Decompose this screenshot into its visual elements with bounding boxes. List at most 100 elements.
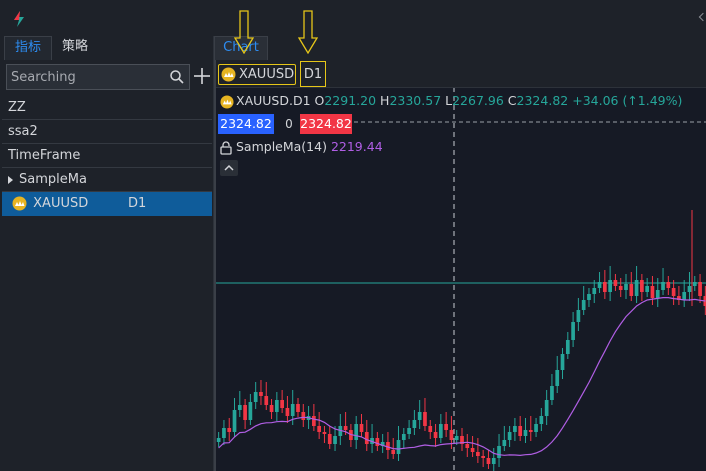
- change-value: +34.06 (↑1.49%): [572, 93, 683, 108]
- candle-body: [497, 446, 501, 458]
- list-item-xauusd-d1[interactable]: XAUUSD D1: [2, 192, 212, 216]
- tab-strategies[interactable]: 策略: [62, 39, 89, 54]
- panel-tabs: 指标 策略: [4, 36, 98, 60]
- chart-area[interactable]: XAUUSD D1 XAUUSD.D1 O2291.20 H2330.57 L2…: [214, 60, 706, 471]
- candle-body: [666, 282, 671, 288]
- low-value: 2267.96: [452, 93, 504, 108]
- tab-indicators[interactable]: 指标: [4, 36, 53, 60]
- candle-body: [333, 436, 337, 444]
- candle-body: [274, 400, 279, 412]
- list-item-timeframe[interactable]: TimeFrame: [2, 144, 212, 168]
- lock-icon[interactable]: [220, 140, 232, 155]
- search-box: [6, 64, 190, 90]
- gold-coin-icon: [221, 67, 236, 82]
- candle-body: [682, 292, 687, 300]
- low-label: L: [445, 93, 453, 108]
- candle-body: [375, 438, 380, 446]
- candle-body: [481, 456, 486, 458]
- annotation-arrow-icon: [234, 10, 254, 54]
- candle-body: [343, 426, 348, 430]
- candle-body: [396, 440, 401, 454]
- list-item-zz[interactable]: ZZ: [2, 96, 212, 120]
- candle-body: [438, 424, 443, 438]
- candle-body: [550, 386, 554, 400]
- candle-body: [359, 424, 364, 432]
- candle-body: [587, 294, 591, 300]
- candle-body: [618, 286, 623, 290]
- candle-body: [216, 438, 221, 442]
- candle-body: [264, 396, 269, 405]
- expand-triangle-icon[interactable]: [8, 175, 13, 184]
- left-panel: 指标 策略 ZZ ssa2 TimeFrame SampleMa XAUUSD …: [0, 36, 214, 471]
- gold-coin-icon: [220, 94, 234, 109]
- candle-body: [301, 412, 306, 420]
- candlestick-chart[interactable]: [216, 60, 706, 471]
- candle-body: [417, 412, 422, 420]
- selected-timeframe: D1: [128, 196, 147, 211]
- high-value: 2330.57: [389, 93, 442, 108]
- candle-body: [513, 426, 517, 432]
- moving-average-line: [218, 297, 706, 457]
- sell-button[interactable]: 2324.82: [218, 114, 274, 134]
- list-item-ssa2[interactable]: ssa2: [2, 120, 212, 144]
- list-item-label: ssa2: [8, 124, 38, 139]
- candle-body: [428, 426, 433, 432]
- list-item-samplema[interactable]: SampleMa: [2, 168, 212, 192]
- add-icon[interactable]: [192, 66, 212, 86]
- candle-body: [460, 436, 464, 444]
- candle-body: [507, 432, 512, 440]
- candle-body: [248, 402, 253, 420]
- candle-body: [222, 428, 226, 438]
- candle-body: [476, 452, 480, 456]
- spread-value: 0: [285, 117, 293, 131]
- candle-body: [539, 416, 544, 424]
- search-icon[interactable]: [169, 69, 185, 85]
- candle-body: [640, 280, 644, 292]
- candle-body: [565, 340, 570, 354]
- symbol-timeframe-label: XAUUSD.D1: [236, 93, 311, 108]
- candle-body: [322, 432, 327, 434]
- close-label: C: [507, 93, 517, 108]
- candle-body: [386, 442, 390, 450]
- candle-body: [269, 405, 274, 412]
- candle-body: [661, 282, 665, 290]
- candle-body: [296, 404, 300, 412]
- candle-body: [687, 286, 692, 292]
- candle-body: [433, 432, 438, 438]
- close-value: 2324.82: [516, 93, 569, 108]
- candle-body: [692, 282, 697, 286]
- candle-body: [518, 426, 523, 436]
- candle-body: [227, 428, 232, 432]
- candle-body: [534, 424, 538, 432]
- candle-body: [444, 424, 448, 430]
- ohlc-legend: XAUUSD.D1 O2291.20 H2330.57 L2267.96 C23…: [220, 92, 682, 110]
- collapse-legend-button[interactable]: [220, 160, 238, 176]
- candle-body: [650, 286, 655, 298]
- candle-body: [613, 280, 618, 286]
- title-bar: [0, 0, 706, 36]
- buy-button[interactable]: 2324.82: [300, 114, 352, 134]
- candle-body: [523, 430, 528, 436]
- candle-body: [285, 408, 290, 416]
- indicator-legend: SampleMa(14) 2219.44: [220, 138, 383, 156]
- list-item-label: SampleMa: [19, 172, 87, 187]
- search-row: [4, 64, 214, 92]
- candle-body: [677, 296, 681, 300]
- annotation-arrow-icon: [298, 10, 318, 54]
- candle-body: [364, 432, 369, 444]
- candle-body: [655, 290, 660, 298]
- search-input[interactable]: [7, 65, 167, 89]
- candle-body: [470, 448, 475, 452]
- chevron-icon[interactable]: [698, 12, 706, 22]
- candle-body: [592, 288, 597, 294]
- symbol-selector[interactable]: XAUUSD: [218, 64, 296, 85]
- symbol-label: XAUUSD: [239, 67, 295, 82]
- candle-body: [576, 310, 581, 322]
- candle-body: [502, 440, 507, 446]
- candle-body: [312, 416, 316, 426]
- candle-body: [602, 282, 607, 292]
- candle-body: [454, 436, 459, 440]
- timeframe-selector[interactable]: D1: [300, 61, 326, 87]
- candle-body: [237, 405, 242, 410]
- candle-body: [391, 450, 396, 454]
